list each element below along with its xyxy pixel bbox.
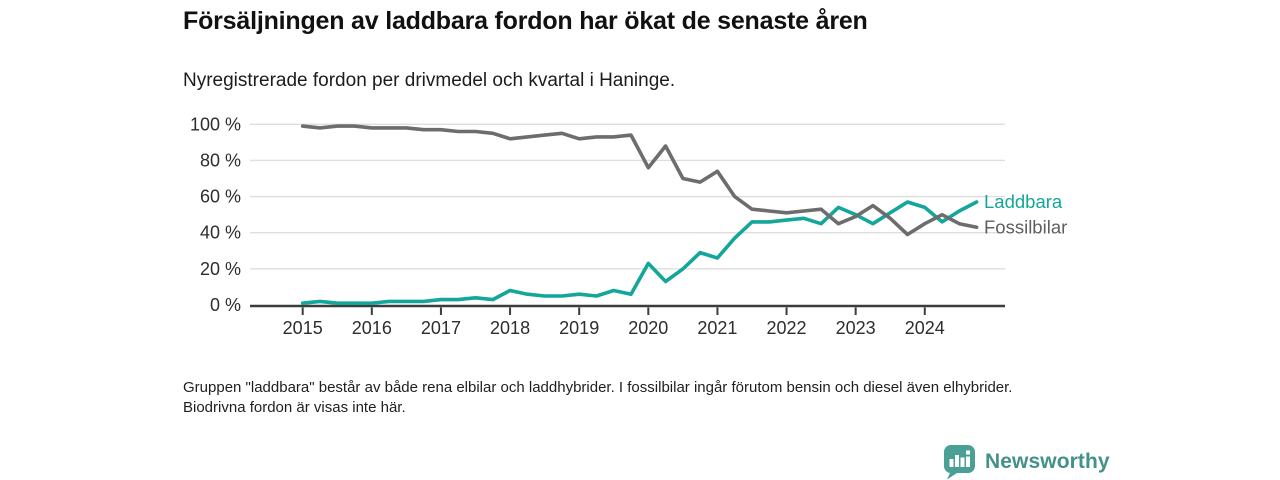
newsworthy-logo-text: Newsworthy <box>985 450 1110 473</box>
x-axis-tick-label: 2015 <box>283 318 323 338</box>
fossilbilar-label: Fossilbilar <box>984 216 1067 237</box>
x-axis-tick-label: 2021 <box>697 318 737 338</box>
laddbara-line <box>300 200 979 306</box>
x-axis-tick-label: 2018 <box>490 318 530 338</box>
x-axis-tick-label: 2022 <box>767 318 807 338</box>
page-title: Försäljningen av laddbara fordon har öka… <box>183 7 868 35</box>
x-axis-tick-label: 2019 <box>559 318 599 338</box>
chart-footnote: Gruppen "laddbara" består av både rena e… <box>183 379 1013 417</box>
x-axis-tick-label: 2023 <box>836 318 876 338</box>
x-axis-tick-label: 2016 <box>352 318 392 338</box>
newsworthy-logo-icon <box>943 445 975 480</box>
y-axis-tick-label: 40 % <box>200 223 241 243</box>
x-axis-tick-label: 2017 <box>421 318 461 338</box>
fossilbilar-line <box>300 124 979 237</box>
newsworthy-logo: Newsworthy <box>943 445 1110 480</box>
x-axis-tick-label: 2020 <box>628 318 668 338</box>
x-axis-tick-label: 2024 <box>905 318 945 338</box>
y-axis-tick-label: 80 % <box>200 150 241 170</box>
y-axis-tick-label: 0 % <box>210 295 241 315</box>
y-axis-tick-label: 60 % <box>200 187 241 207</box>
y-axis-tick-label: 100 % <box>190 114 241 134</box>
line-chart: 0 % 20 % 40 % 60 % 80 % 100 % 2015 2016 2017 2018… <box>190 114 1067 338</box>
laddbara-label: Laddbara <box>984 191 1063 212</box>
chart-subtitle: Nyregistrerade fordon per drivmedel och … <box>183 70 676 91</box>
y-axis-tick-label: 20 % <box>200 259 241 279</box>
